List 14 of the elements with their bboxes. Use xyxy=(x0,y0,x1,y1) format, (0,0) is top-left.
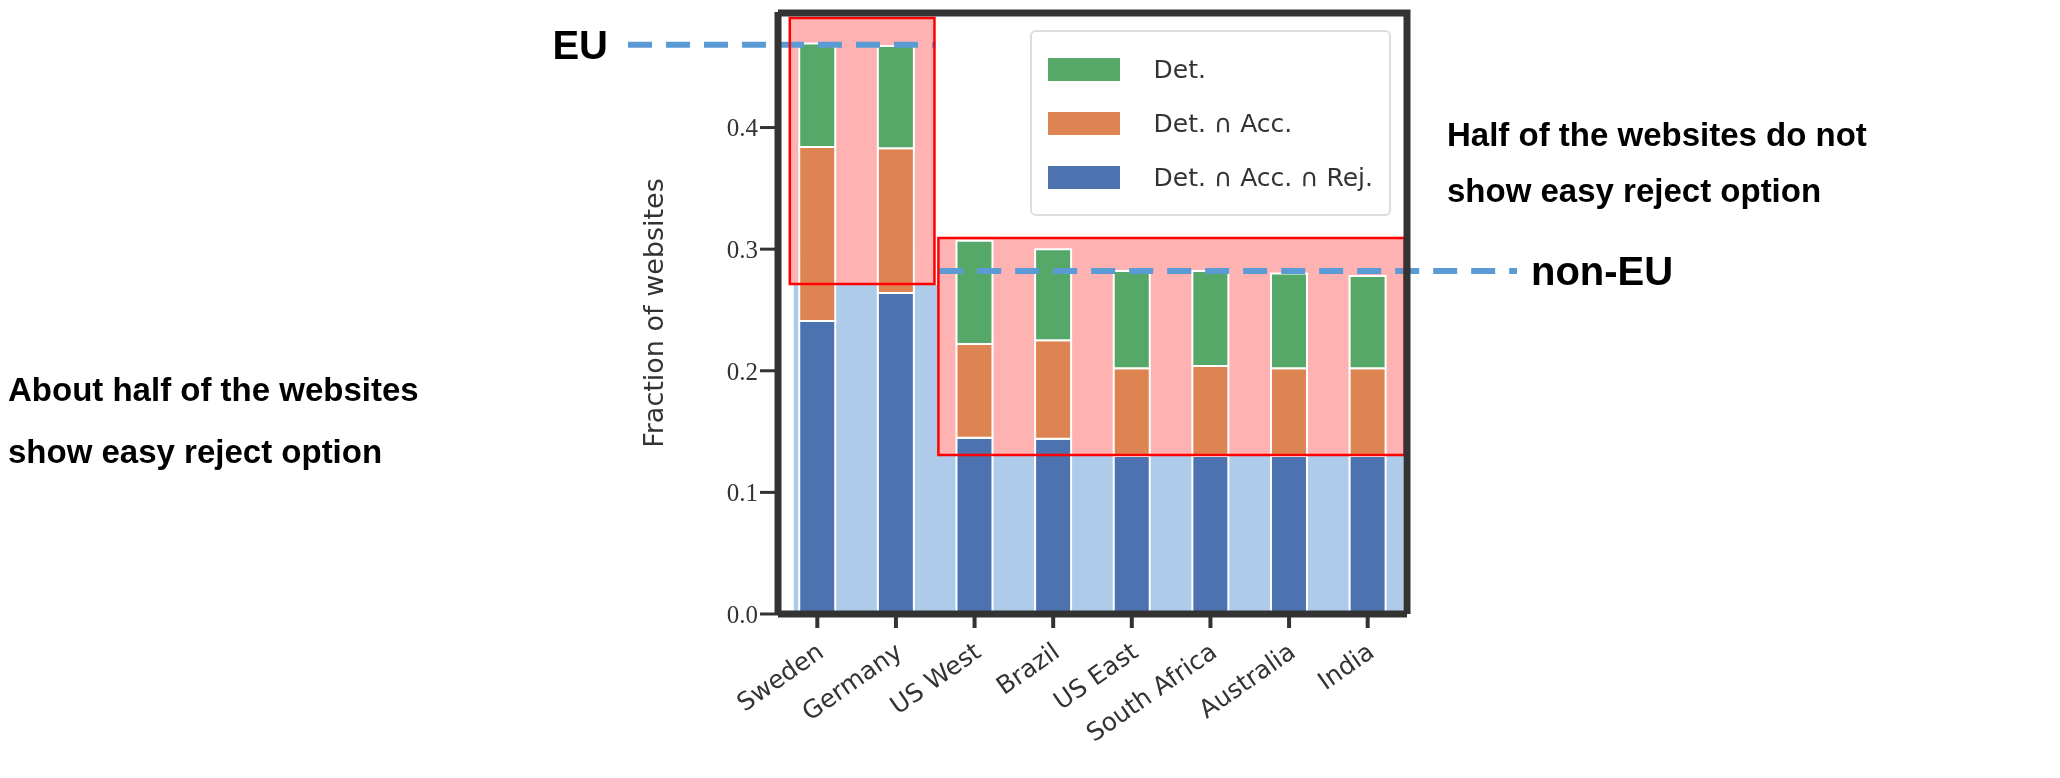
ref-line-label: EU xyxy=(552,22,608,67)
text: Half of the websites do not show easy reject option xyxy=(1447,115,1868,211)
y-tick-label: 0.3 xyxy=(726,236,758,264)
legend-label: Det. ∩ Acc. xyxy=(1153,108,1293,138)
ref-line-label: non-EU xyxy=(1531,249,1674,294)
x-tick-label: India xyxy=(1312,636,1380,696)
text: About half of the websites show easy reject option xyxy=(8,369,420,472)
y-tick-label: 0.2 xyxy=(726,357,758,385)
y-axis-title: Fraction of websites xyxy=(637,178,669,448)
y-tick-label: 0.4 xyxy=(726,114,759,142)
legend-label: Det. xyxy=(1153,54,1206,84)
y-tick-label: 0.1 xyxy=(726,479,758,507)
y-tick-label: 0.0 xyxy=(726,600,758,628)
legend-label: Det. ∩ Acc. ∩ Rej. xyxy=(1153,162,1373,192)
